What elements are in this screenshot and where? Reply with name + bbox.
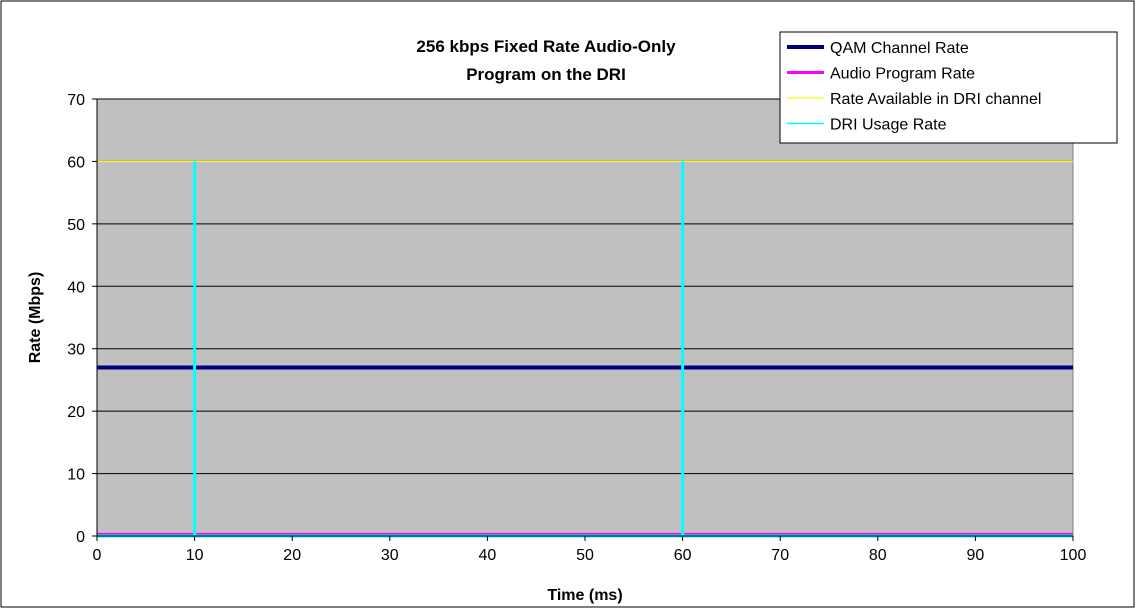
x-tick-label-0: 0	[93, 547, 102, 564]
legend: QAM Channel Rate Audio Program Rate Rate A…	[779, 31, 1118, 144]
y-tick-label-60: 60	[67, 154, 85, 171]
x-tick-label-10: 10	[186, 547, 204, 564]
x-tick-label-30: 30	[381, 547, 399, 564]
x-axis-title: Time (ms)	[547, 587, 622, 604]
chart-title-line-1: 256 kbps Fixed Rate Audio-Only	[416, 37, 676, 56]
x-tick-label-20: 20	[283, 547, 301, 564]
legend-item-rate-available-in-dri-channel: Rate Available in DRI channel	[787, 91, 1041, 108]
x-tick-label-90: 90	[967, 547, 985, 564]
legend-label-audio-program-rate: Audio Program Rate	[830, 66, 975, 83]
y-tick-label-10: 10	[67, 467, 85, 484]
legend-box	[779, 31, 1118, 144]
y-tick-label-30: 30	[67, 342, 85, 359]
legend-items: QAM Channel Rate Audio Program Rate Rate A…	[787, 40, 1041, 134]
x-tick-label-100: 100	[1060, 547, 1087, 564]
legend-item-qam-channel-rate: QAM Channel Rate	[787, 40, 969, 57]
legend-item-dri-usage-rate: DRI Usage Rate	[787, 117, 947, 134]
chart-title-line-2: Program on the DRI	[466, 65, 626, 84]
legend-item-audio-program-rate: Audio Program Rate	[787, 66, 975, 83]
x-tick-label-40: 40	[479, 547, 497, 564]
y-tick-label-0: 0	[76, 529, 85, 546]
x-tick-label-50: 50	[576, 547, 594, 564]
y-tick-label-40: 40	[67, 279, 85, 296]
legend-label-rate-available-in-dri-channel: Rate Available in DRI channel	[830, 91, 1041, 108]
legend-label-dri-usage-rate: DRI Usage Rate	[830, 117, 947, 134]
x-tick-label-80: 80	[869, 547, 887, 564]
y-tick-label-70: 70	[67, 92, 85, 109]
plot-area	[96, 98, 1074, 537]
legend-label-qam-channel-rate: QAM Channel Rate	[830, 40, 969, 57]
y-axis-title: Rate (Mbps)	[27, 272, 44, 364]
y-tick-label-50: 50	[67, 217, 85, 234]
axes	[92, 98, 1074, 541]
y-tick-label-20: 20	[67, 404, 85, 421]
x-tick-label-60: 60	[674, 547, 692, 564]
tick-labels: 0 10 20 30 40 50 60 70 0 10 20 30 40 50 60 70 80 90 100	[67, 92, 1086, 564]
x-tick-label-70: 70	[771, 547, 789, 564]
